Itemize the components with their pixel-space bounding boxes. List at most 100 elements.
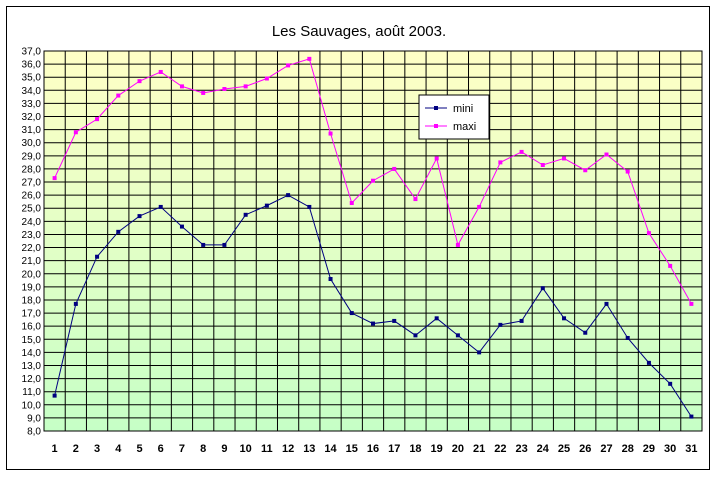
data-point-maxi bbox=[137, 79, 142, 84]
x-tick-label: 18 bbox=[409, 443, 421, 455]
x-tick-label: 29 bbox=[643, 443, 655, 455]
y-tick-label: 36,0 bbox=[22, 60, 42, 71]
x-tick-label: 12 bbox=[282, 443, 294, 455]
y-tick-label: 15,0 bbox=[22, 335, 42, 346]
x-tick-label: 5 bbox=[136, 443, 142, 455]
data-point-mini bbox=[116, 229, 121, 234]
data-point-mini bbox=[540, 286, 545, 291]
data-point-mini bbox=[328, 277, 333, 281]
y-tick-label: 16,0 bbox=[22, 322, 42, 333]
y-tick-label: 34,0 bbox=[22, 86, 42, 97]
y-tick-label: 20,0 bbox=[22, 269, 42, 280]
data-point-mini bbox=[519, 318, 524, 323]
x-tick-label: 11 bbox=[261, 443, 273, 455]
y-tick-label: 11,0 bbox=[22, 387, 41, 398]
x-tick-label: 19 bbox=[431, 443, 443, 455]
legend-item-maxi: maxi bbox=[425, 121, 476, 133]
data-point-maxi bbox=[371, 178, 375, 183]
series-lines bbox=[52, 56, 694, 419]
legend: mini maxi bbox=[418, 94, 490, 140]
x-tick-label: 15 bbox=[346, 443, 358, 455]
y-tick-label: 18,0 bbox=[22, 295, 42, 306]
x-tick-label: 8 bbox=[200, 443, 206, 455]
x-tick-label: 26 bbox=[579, 443, 591, 455]
data-point-maxi bbox=[519, 149, 524, 154]
y-tick-label: 26,0 bbox=[22, 191, 42, 202]
data-point-mini bbox=[286, 193, 291, 198]
data-point-mini bbox=[158, 204, 163, 209]
data-point-maxi bbox=[243, 84, 248, 89]
data-point-mini bbox=[52, 393, 57, 398]
data-point-maxi bbox=[498, 160, 503, 165]
data-point-mini bbox=[668, 381, 673, 386]
data-point-maxi bbox=[52, 176, 57, 181]
data-point-mini bbox=[583, 330, 588, 335]
data-point-maxi bbox=[562, 156, 567, 161]
x-tick-label: 7 bbox=[179, 443, 185, 455]
data-point-mini bbox=[73, 301, 78, 306]
data-point-maxi bbox=[434, 156, 439, 161]
legend-box bbox=[418, 94, 490, 140]
y-tick-label: 10,0 bbox=[22, 400, 42, 411]
data-point-mini bbox=[392, 318, 397, 323]
legend-marker bbox=[434, 124, 438, 128]
data-point-maxi bbox=[95, 117, 100, 122]
x-axis-ticks: 1 2 3 4 5 6 7 8 9 10 11 12 13 14 15 16 17 18 19 20 21 22 23 24 2… bbox=[52, 443, 698, 455]
x-tick-label: 9 bbox=[221, 443, 227, 455]
data-point-maxi bbox=[625, 169, 630, 174]
data-point-mini bbox=[201, 242, 206, 247]
grid-lines bbox=[43, 50, 703, 432]
chart-frame: Les Sauvages, août 2003. 37,0 36,0 35,0 34,… bbox=[6, 6, 710, 470]
data-point-mini bbox=[243, 212, 248, 217]
data-point-mini bbox=[455, 333, 460, 338]
y-tick-label: 9,0 bbox=[27, 413, 41, 424]
y-tick-label: 23,0 bbox=[22, 230, 42, 241]
data-point-mini bbox=[498, 322, 503, 327]
y-tick-label: 37,0 bbox=[22, 47, 42, 58]
y-tick-label: 13,0 bbox=[22, 361, 42, 372]
y-tick-label: 17,0 bbox=[22, 309, 42, 320]
data-point-maxi bbox=[158, 69, 163, 74]
legend-label: maxi bbox=[453, 121, 476, 133]
data-point-mini bbox=[562, 316, 567, 321]
x-tick-label: 1 bbox=[52, 443, 58, 455]
y-tick-label: 28,0 bbox=[22, 164, 42, 175]
y-tick-label: 21,0 bbox=[22, 256, 42, 267]
x-tick-label: 17 bbox=[388, 443, 400, 455]
x-tick-label: 27 bbox=[600, 443, 612, 455]
data-point-mini bbox=[371, 321, 375, 326]
x-tick-label: 31 bbox=[685, 443, 697, 455]
x-tick-label: 13 bbox=[303, 443, 315, 455]
data-point-mini bbox=[349, 311, 354, 316]
x-tick-label: 25 bbox=[558, 443, 570, 455]
legend-label: mini bbox=[453, 103, 473, 115]
x-tick-label: 3 bbox=[94, 443, 100, 455]
data-point-maxi bbox=[689, 301, 694, 306]
x-tick-label: 14 bbox=[324, 443, 337, 455]
x-tick-label: 10 bbox=[240, 443, 252, 455]
data-point-mini bbox=[95, 254, 100, 259]
data-point-maxi bbox=[540, 163, 545, 167]
plot-area bbox=[43, 50, 703, 432]
y-axis-ticks: 37,0 36,0 35,0 34,0 33,0 32,0 31,0 30,0 29,0 28,0… bbox=[22, 47, 42, 438]
data-point-maxi bbox=[116, 93, 121, 98]
data-point-mini bbox=[179, 224, 184, 229]
data-point-maxi bbox=[413, 197, 418, 202]
data-point-mini bbox=[625, 335, 630, 340]
data-point-maxi bbox=[73, 130, 78, 135]
data-point-maxi bbox=[349, 201, 354, 205]
x-tick-label: 24 bbox=[537, 443, 550, 455]
legend-item-mini: mini bbox=[425, 103, 473, 115]
chart-title: Les Sauvages, août 2003. bbox=[272, 23, 446, 40]
data-point-mini bbox=[137, 214, 142, 219]
x-tick-label: 16 bbox=[367, 443, 379, 455]
x-tick-label: 21 bbox=[473, 443, 485, 455]
y-tick-label: 24,0 bbox=[22, 217, 42, 228]
y-tick-label: 32,0 bbox=[22, 112, 42, 123]
x-tick-label: 23 bbox=[515, 443, 527, 455]
data-point-mini bbox=[689, 414, 694, 419]
data-point-maxi bbox=[201, 90, 206, 95]
y-tick-label: 31,0 bbox=[22, 125, 42, 136]
data-point-mini bbox=[477, 350, 482, 355]
data-point-maxi bbox=[179, 84, 184, 89]
